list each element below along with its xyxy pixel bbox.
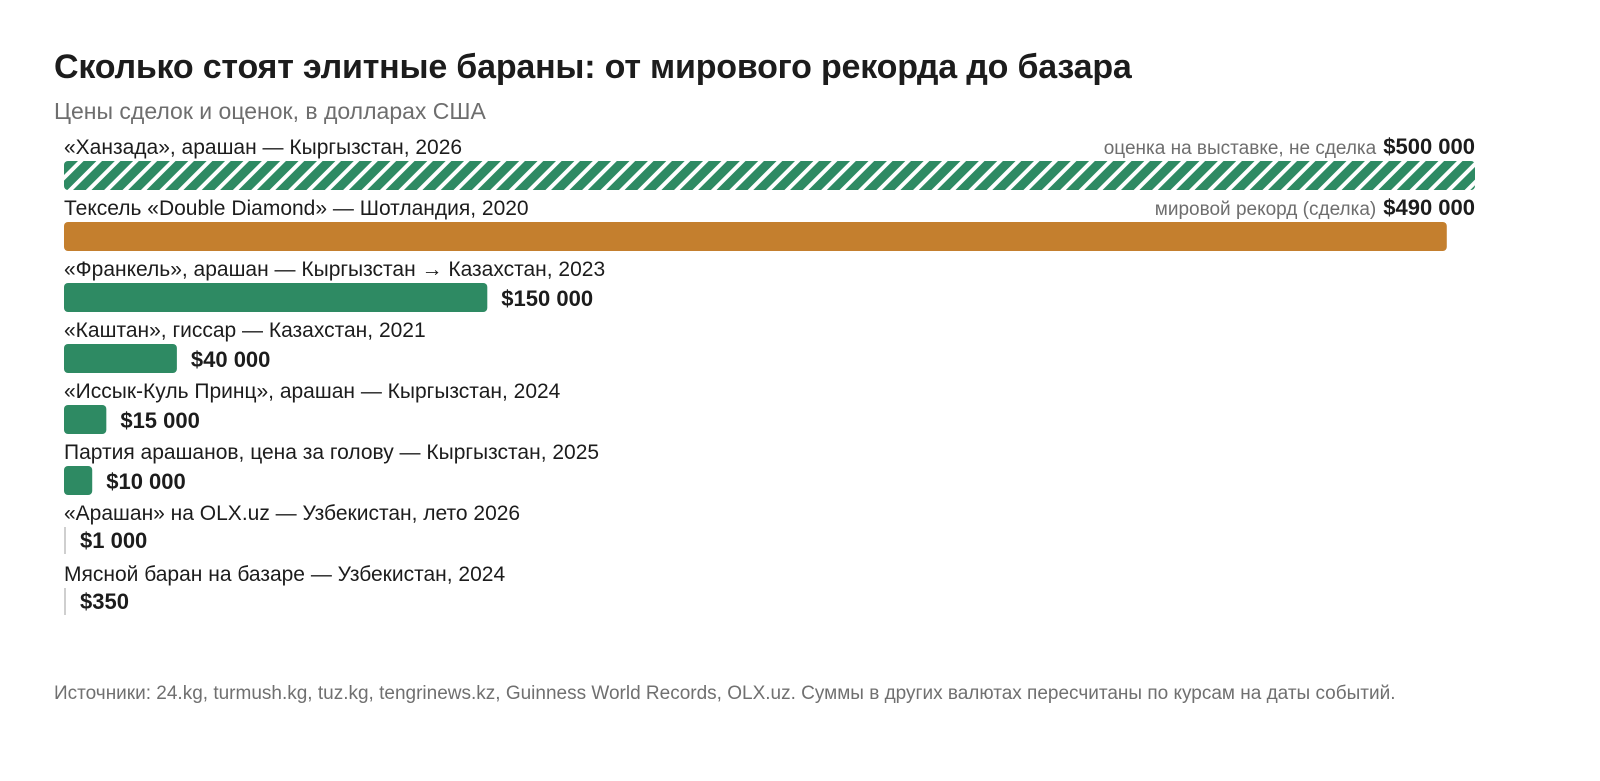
bar	[64, 283, 488, 312]
category-label: «Ханзада», арашан — Кыргызстан, 2026	[64, 136, 462, 159]
bar-note: оценка на выставке, не сделка	[1104, 138, 1377, 159]
category-label: «Франкель», арашан — Кыргызстан → Казахс…	[64, 258, 605, 281]
chart-title: Сколько стоят элитные бараны: от мировог…	[54, 48, 1132, 86]
bar	[64, 344, 177, 373]
bar	[64, 405, 107, 434]
category-label: «Арашан» на OLX.uz — Узбекистан, лето 20…	[64, 502, 520, 525]
value-label: $40 000	[191, 347, 271, 372]
value-label: $15 000	[120, 408, 200, 433]
category-label: Тексель «Double Diamond» — Шотландия, 20…	[64, 197, 529, 220]
chart-subtitle: Цены сделок и оценок, в долларах США	[54, 98, 486, 124]
bar	[64, 161, 1475, 190]
category-label: «Иссык-Куль Принц», арашан — Кыргызстан,…	[64, 380, 561, 403]
bar-note: мировой рекорд (сделка)	[1155, 199, 1376, 220]
value-label: $350	[80, 589, 129, 614]
value-label: $490 000	[1383, 195, 1475, 220]
bar	[64, 222, 1447, 251]
bar	[64, 466, 93, 495]
value-label: $500 000	[1383, 134, 1475, 159]
category-label: Мясной баран на базаре — Узбекистан, 202…	[64, 563, 505, 586]
bar	[64, 588, 66, 615]
bar	[64, 527, 66, 554]
category-label: «Каштан», гиссар — Казахстан, 2021	[64, 319, 426, 342]
category-label: Партия арашанов, цена за голову — Кыргыз…	[64, 441, 599, 464]
value-label: $1 000	[80, 528, 147, 553]
value-label: $150 000	[501, 286, 593, 311]
value-label: $10 000	[106, 469, 186, 494]
source-note: Источники: 24.kg, turmush.kg, tuz.kg, te…	[54, 683, 1396, 704]
